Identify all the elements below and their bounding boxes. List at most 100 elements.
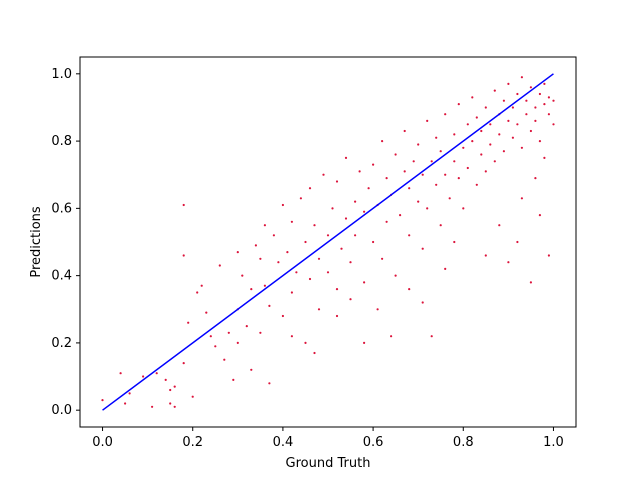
data-point (394, 274, 397, 277)
data-point (263, 284, 266, 287)
data-point (363, 341, 366, 344)
data-point (466, 123, 469, 126)
data-point (142, 375, 145, 378)
data-point (223, 358, 226, 361)
data-point (417, 143, 420, 146)
data-point (173, 385, 176, 388)
data-point (516, 123, 519, 126)
data-point (313, 224, 316, 227)
y-tick-label: 0.0 (51, 403, 72, 418)
data-point (525, 113, 528, 116)
data-point (399, 214, 402, 217)
data-point (363, 210, 366, 213)
plot-frame (79, 56, 577, 428)
data-point (245, 325, 248, 328)
x-tick-label: 0.0 (92, 435, 113, 450)
data-point (430, 160, 433, 163)
data-point (547, 96, 551, 99)
data-point (412, 160, 415, 163)
data-point (502, 150, 505, 153)
data-point (444, 113, 447, 116)
data-point (241, 274, 244, 277)
data-point (507, 82, 510, 85)
data-point (448, 197, 451, 200)
data-point (529, 86, 533, 89)
data-point (277, 261, 280, 264)
data-point (421, 173, 424, 176)
data-point (453, 133, 456, 136)
data-point (164, 378, 167, 381)
y-axis-label: Predictions (29, 206, 44, 278)
data-point (173, 405, 176, 408)
data-point (331, 207, 334, 210)
data-point (529, 129, 533, 133)
y-ticks: 0.0 0.2 0.4 0.6 0.8 1.0 (51, 67, 80, 418)
data-point (250, 288, 253, 291)
data-point (281, 203, 284, 207)
data-point (475, 116, 478, 119)
data-point (209, 335, 212, 338)
data-point (408, 234, 411, 237)
data-point (543, 82, 546, 85)
reference-line (102, 73, 554, 411)
data-point (421, 247, 424, 250)
data-point (313, 351, 316, 355)
data-point (381, 257, 384, 260)
data-point (385, 177, 388, 180)
data-point (538, 214, 542, 217)
data-point (304, 341, 307, 344)
y-tick-label: 0.8 (51, 134, 72, 149)
data-point (308, 277, 312, 281)
data-point (489, 143, 492, 146)
data-point (304, 240, 307, 244)
data-point (489, 123, 492, 126)
data-point (259, 257, 262, 260)
data-point (511, 106, 514, 109)
data-point (326, 234, 330, 237)
data-point (358, 170, 361, 173)
data-point (394, 153, 397, 156)
data-point (462, 207, 465, 210)
data-point (547, 113, 551, 116)
data-point (385, 220, 388, 223)
x-axis-label: Ground Truth (286, 456, 371, 471)
data-point (498, 224, 501, 227)
data-point (182, 203, 185, 207)
y-tick-label: 0.6 (51, 201, 72, 216)
data-point (403, 170, 406, 173)
data-point (372, 163, 375, 166)
data-point (516, 92, 519, 96)
data-point (552, 123, 555, 126)
data-point (349, 261, 352, 264)
data-point (272, 234, 275, 237)
data-point (538, 140, 542, 143)
data-point (552, 99, 555, 102)
data-point (363, 281, 366, 284)
data-point (295, 271, 298, 274)
data-point (534, 106, 537, 109)
data-point (516, 240, 519, 244)
data-point (169, 388, 172, 392)
data-point (444, 267, 447, 270)
data-point (475, 183, 478, 186)
data-point (507, 119, 510, 122)
reference-line-layer (102, 73, 554, 411)
data-point (462, 146, 465, 149)
data-point (484, 254, 487, 257)
data-point (182, 362, 185, 365)
data-point (426, 119, 429, 122)
data-point (299, 197, 302, 200)
data-point (381, 140, 384, 143)
data-point (511, 136, 514, 139)
data-point (408, 187, 411, 190)
data-point (466, 166, 469, 170)
data-point (286, 251, 289, 254)
data-point (268, 382, 271, 385)
data-point (268, 304, 271, 307)
x-tick-label: 1.0 (543, 435, 564, 450)
data-point (151, 405, 154, 408)
data-point (453, 160, 456, 163)
data-point (376, 308, 379, 311)
data-point (421, 301, 424, 304)
data-point (290, 291, 293, 294)
